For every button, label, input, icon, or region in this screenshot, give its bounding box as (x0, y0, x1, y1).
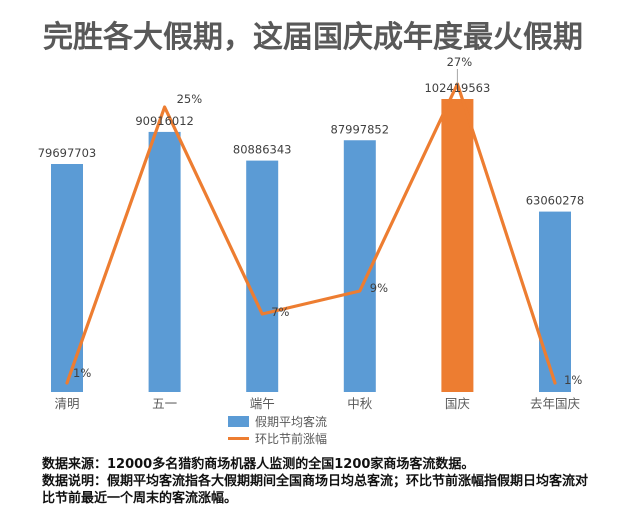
data-source-note: 数据来源：12000多名猎豹商场机器人监测的全国1200家商场客流数据。 (42, 457, 475, 472)
bar-value-label: 79697703 (38, 146, 97, 160)
trend-point-label: 25% (177, 92, 203, 106)
footer-notes: 数据来源：12000多名猎豹商场机器人监测的全国1200家商场客流数据。 数据说… (42, 456, 594, 507)
legend-line-label: 环比节前涨幅 (255, 431, 328, 446)
category-label: 国庆 (445, 396, 471, 411)
bar (51, 164, 83, 392)
bar-value-label: 87997852 (331, 122, 390, 136)
category-label: 端午 (250, 396, 275, 411)
bar-value-label: 63060278 (526, 194, 585, 208)
legend-item-line: 环比节前涨幅 (228, 431, 328, 446)
bar-value-label: 102419563 (424, 81, 490, 95)
category-label: 去年国庆 (530, 396, 581, 411)
bar-value-label: 90916012 (135, 114, 194, 128)
trend-point-label: 1% (564, 373, 582, 387)
category-label: 清明 (54, 396, 79, 411)
bar-value-label: 80886343 (233, 143, 292, 157)
chart-title: 完胜各大假期，这届国庆成年度最火假期 (43, 20, 583, 55)
legend-bar-swatch (228, 415, 249, 427)
legend-item-bar: 假期平均客流 (228, 414, 328, 429)
category-label: 中秋 (347, 396, 373, 411)
trend-point-label: 1% (73, 366, 91, 380)
legend-line-swatch (228, 436, 249, 440)
legend-bar-label: 假期平均客流 (255, 414, 328, 429)
combo-chart: 79697703 90916012 80886343 87997852 10241956… (38, 55, 585, 411)
category-label: 五一 (152, 396, 177, 411)
data-description-note: 数据说明：假期平均客流指各大假期期间全国商场日均总客流；环比节前涨幅指假期日均客… (42, 474, 589, 506)
trend-point-label: 9% (370, 281, 388, 295)
trend-point-label: 27% (447, 55, 473, 69)
chart-legend: 假期平均客流 环比节前涨幅 (228, 414, 328, 446)
bar (148, 131, 181, 392)
trend-line (65, 82, 557, 385)
bar (539, 211, 571, 392)
bar (441, 99, 474, 392)
bar (246, 160, 279, 392)
trend-point-label: 7% (271, 305, 289, 319)
